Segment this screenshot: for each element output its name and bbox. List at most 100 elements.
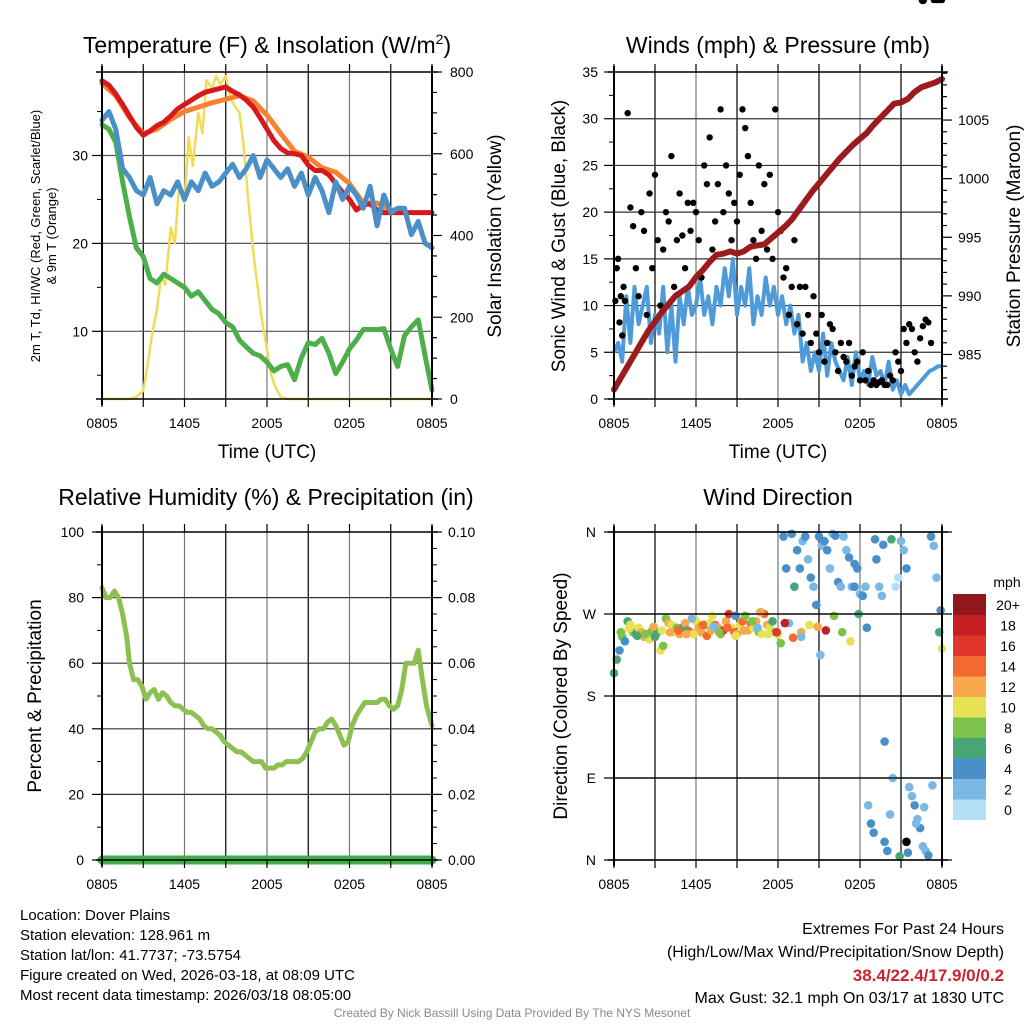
wind-direction-point xyxy=(615,646,624,655)
wind-direction-point xyxy=(776,638,786,648)
y-tick-label: 35 xyxy=(582,64,598,80)
gust-point xyxy=(788,283,795,291)
wind-direction-point xyxy=(858,591,868,601)
gust-point xyxy=(783,265,790,272)
series-line-2m-t xyxy=(99,78,435,216)
x-tick-label: 1405 xyxy=(169,876,200,892)
colorbar-swatch xyxy=(953,676,986,697)
gust-point xyxy=(780,274,787,281)
wind-direction-point xyxy=(861,582,870,591)
wind-direction-point xyxy=(708,611,717,621)
y2-tick-label: 1000 xyxy=(958,171,989,187)
gust-point xyxy=(635,293,642,300)
y2-tick-label: 0.04 xyxy=(448,721,475,737)
gust-point xyxy=(832,349,839,356)
gust-point xyxy=(859,349,866,356)
y2-tick-label: 985 xyxy=(958,346,982,362)
y-tick-label: N xyxy=(586,524,596,540)
speed-colorbar: mph 0 2 4 6 8 10 12 14 16 18 20+ xyxy=(953,574,1021,820)
wind-direction-point xyxy=(673,626,683,635)
gust-point xyxy=(692,208,700,216)
gust-point xyxy=(742,124,749,132)
gust-point xyxy=(813,330,820,337)
wind-direction-point xyxy=(740,611,750,621)
wind-direction-point xyxy=(846,637,855,646)
gust-point xyxy=(695,236,702,244)
wind-direction-point xyxy=(839,532,848,541)
wind-direction-point xyxy=(806,573,816,582)
wind-direction-point xyxy=(649,622,658,632)
gust-point xyxy=(640,227,648,235)
x-tick-label: 0805 xyxy=(416,415,447,431)
gust-point xyxy=(818,311,825,319)
insolation-y-axis-label: Solar Insolation (Yellow) xyxy=(485,134,506,337)
temperature-y-axis-label-line2: & 9m T (Orange) xyxy=(44,187,59,284)
wind-direction-point xyxy=(870,534,880,544)
recent-data-text: Most recent data timestamp: 2026/03/18 0… xyxy=(20,987,352,1004)
wind-direction-point xyxy=(714,627,724,637)
gust-point xyxy=(620,283,627,291)
wind-direction-point xyxy=(836,582,846,591)
gust-point xyxy=(796,283,804,291)
wind-direction-point xyxy=(795,564,805,573)
y2-tick-label: 0 xyxy=(450,391,458,407)
wind-direction-point xyxy=(877,591,887,601)
gust-point xyxy=(662,208,670,216)
gust-point xyxy=(670,283,678,291)
wind-direction-point xyxy=(932,573,941,582)
gust-point xyxy=(736,171,743,178)
x-tick-label: 0805 xyxy=(926,415,957,431)
colorbar-swatch xyxy=(953,717,986,738)
wind-direction-point xyxy=(822,545,832,555)
wind-direction-point xyxy=(698,620,708,630)
gust-point xyxy=(914,358,921,365)
y-tick-label: 30 xyxy=(582,111,598,127)
gust-point xyxy=(791,236,798,244)
y2-tick-label: 0.00 xyxy=(448,852,475,868)
gust-point xyxy=(687,227,694,235)
temperature-panel-title: Temperature (F) & Insolation (W/m2) xyxy=(83,31,451,58)
wind-direction-point xyxy=(928,780,937,790)
gust-point xyxy=(638,208,645,216)
gust-point xyxy=(870,377,877,384)
wind-direction-point xyxy=(682,629,691,639)
gust-point xyxy=(837,339,845,347)
colorbar-label: 6 xyxy=(1004,741,1012,757)
winds-axes: 0805 1405 2005 0205 080505101520253035985990… xyxy=(582,64,989,431)
wind-direction-point xyxy=(755,607,765,617)
gust-point xyxy=(908,325,916,333)
wind-direction-point xyxy=(739,626,749,635)
gust-point xyxy=(766,171,773,178)
gust-point xyxy=(878,377,886,384)
gust-point xyxy=(643,311,650,319)
wind-direction-point xyxy=(641,629,650,639)
wind-direction-point xyxy=(893,573,903,582)
wind-direction-point xyxy=(844,553,854,562)
wind-direction-point xyxy=(753,623,762,632)
pressure-y-axis-label: Station Pressure (Maroon) xyxy=(1004,125,1024,348)
x-tick-label: 0805 xyxy=(86,415,117,431)
wind-direction-point xyxy=(820,536,829,546)
wind-direction-point xyxy=(911,819,921,828)
wind-direction-point xyxy=(919,802,929,812)
wind-direction-point xyxy=(723,623,732,632)
x-tick-label: 0805 xyxy=(598,876,629,892)
colorbar-label: 20+ xyxy=(996,597,1020,613)
max-gust-text: Max Gust: 32.1 mph On 03/17 at 1830 UTC xyxy=(694,990,1005,1007)
gust-point xyxy=(815,349,823,356)
gust-point xyxy=(810,293,817,300)
winds-y-axis-label: Sonic Wind & Gust (Blue, Black) xyxy=(549,100,570,372)
x-tick-label: 1405 xyxy=(680,415,711,431)
wind-direction-point xyxy=(863,801,873,810)
colorbar-title: mph xyxy=(993,574,1020,590)
wind-direction-point xyxy=(936,606,945,615)
wind-direction-point xyxy=(850,582,859,591)
elevation-text: Station elevation: 128.961 m xyxy=(20,927,211,944)
wind-direction-point xyxy=(926,532,936,541)
gust-point xyxy=(676,190,683,197)
colorbar-swatch xyxy=(953,696,986,718)
humidity-grid xyxy=(102,532,432,860)
gust-point xyxy=(845,339,853,347)
gust-point xyxy=(651,171,659,178)
